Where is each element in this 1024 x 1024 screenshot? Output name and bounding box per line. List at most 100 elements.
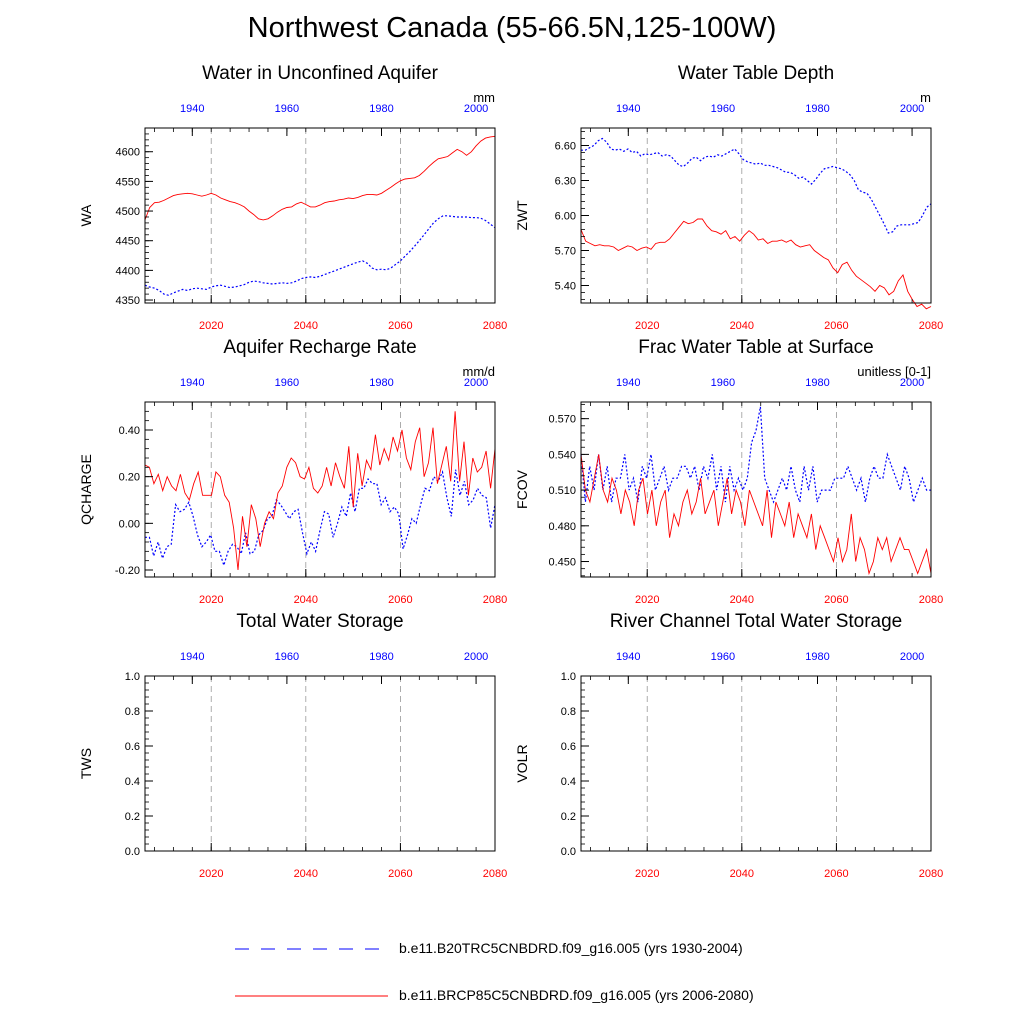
- x-tick-label-bottom: 2080: [483, 868, 507, 880]
- y-tick-label: 0.8: [561, 706, 576, 718]
- chart-panel-qcharge: Aquifer Recharge Rate -0.20 0.00 0.20 0.40 20…: [78, 337, 507, 606]
- y-tick-label: 0.0: [125, 846, 140, 858]
- y-tick-label: 5.70: [555, 246, 576, 258]
- y-tick-label: 1.0: [125, 671, 140, 683]
- y-tick-label: 0.2: [125, 811, 140, 823]
- x-tick-label-bottom: 2020: [635, 320, 659, 332]
- y-tick-label: 0.540: [548, 449, 576, 461]
- x-tick-label-bottom: 2040: [294, 868, 318, 880]
- x-tick-label-top: 2000: [464, 103, 488, 115]
- x-tick-label-bottom: 2060: [388, 594, 412, 606]
- x-tick-label-top: 2000: [900, 377, 924, 389]
- chart-panel-tws: Total Water Storage 0.0 0.2 0.4 0.6 0.8 1.0 202…: [78, 611, 507, 880]
- panel-title: Frac Water Table at Surface: [638, 337, 874, 358]
- series-line-historical: [581, 137, 932, 234]
- y-tick-label: 0.2: [561, 811, 576, 823]
- x-tick-label-bottom: 2080: [919, 320, 943, 332]
- units-label: unitless [0-1]: [857, 364, 931, 379]
- y-axis-label: TWS: [78, 748, 94, 779]
- units-label: mm: [473, 90, 495, 105]
- plot-frame: [580, 127, 932, 304]
- y-tick-label: 0.4: [125, 776, 140, 788]
- x-tick-label-top: 1960: [275, 377, 299, 389]
- x-tick-label-bottom: 2040: [294, 320, 318, 332]
- series-line-future: [144, 411, 496, 571]
- x-tick-label-top: 1980: [805, 103, 829, 115]
- x-tick-label-bottom: 2040: [730, 320, 754, 332]
- y-tick-label: 0.6: [125, 741, 140, 753]
- x-tick-label-top: 1980: [369, 103, 393, 115]
- x-tick-label-bottom: 2020: [199, 320, 223, 332]
- x-tick-label-top: 1980: [805, 377, 829, 389]
- x-tick-label-bottom: 2060: [388, 868, 412, 880]
- chart-panel-volr: River Channel Total Water Storage 0.0 0.2 0…: [514, 611, 943, 880]
- units-label: m: [920, 90, 931, 105]
- y-axis-label: ZWT: [514, 200, 530, 231]
- x-tick-label-bottom: 2060: [824, 868, 848, 880]
- series-line-future: [580, 454, 932, 576]
- plot-frame: [580, 675, 932, 852]
- y-tick-label: 0.450: [548, 557, 576, 569]
- series-line-historical: [145, 469, 496, 568]
- series-line-historical: [580, 406, 931, 505]
- x-tick-label-bottom: 2040: [294, 594, 318, 606]
- series-line-future: [580, 218, 932, 310]
- x-tick-label-bottom: 2020: [199, 868, 223, 880]
- y-tick-label: 5.40: [555, 281, 576, 293]
- x-tick-label-top: 1940: [616, 103, 640, 115]
- y-tick-label: 0.4: [561, 776, 576, 788]
- panel-title: Aquifer Recharge Rate: [223, 337, 416, 358]
- plot-frame: [144, 675, 496, 852]
- x-tick-label-top: 2000: [900, 103, 924, 115]
- y-tick-label: 6.60: [555, 141, 576, 153]
- y-tick-label: 6.30: [555, 176, 576, 188]
- y-tick-label: 0.40: [119, 425, 140, 437]
- x-tick-label-bottom: 2020: [635, 868, 659, 880]
- y-axis-label: QCHARGE: [78, 454, 94, 525]
- x-tick-label-bottom: 2040: [730, 868, 754, 880]
- x-tick-label-top: 1980: [805, 651, 829, 663]
- plot-frame: [144, 127, 496, 304]
- x-tick-label-bottom: 2060: [388, 320, 412, 332]
- x-tick-label-top: 1960: [275, 103, 299, 115]
- y-axis-label: FCOV: [514, 469, 530, 509]
- x-tick-label-top: 1940: [180, 377, 204, 389]
- y-tick-label: 0.510: [548, 485, 576, 497]
- x-tick-label-bottom: 2060: [824, 594, 848, 606]
- x-tick-label-bottom: 2080: [483, 594, 507, 606]
- panel-title: River Channel Total Water Storage: [610, 611, 903, 632]
- units-label: mm/d: [463, 364, 496, 379]
- x-tick-label-top: 1960: [711, 651, 735, 663]
- panel-title: Water Table Depth: [678, 63, 834, 84]
- x-tick-label-top: 2000: [464, 651, 488, 663]
- y-tick-label: 4500: [116, 206, 140, 218]
- y-tick-label: 4550: [116, 176, 140, 188]
- x-tick-label-top: 1940: [616, 651, 640, 663]
- y-tick-label: 4450: [116, 236, 140, 248]
- y-tick-label: 0.00: [119, 518, 140, 530]
- y-axis-label: VOLR: [514, 744, 530, 782]
- x-tick-label-bottom: 2060: [824, 320, 848, 332]
- x-tick-label-top: 2000: [464, 377, 488, 389]
- x-tick-label-bottom: 2080: [483, 320, 507, 332]
- chart-panel-fcov: Frac Water Table at Surface 0.450 0.480 0.5…: [514, 337, 943, 606]
- y-tick-label: 0.6: [561, 741, 576, 753]
- y-tick-label: 0.20: [119, 472, 140, 484]
- x-tick-label-bottom: 2040: [730, 594, 754, 606]
- x-tick-label-bottom: 2080: [919, 594, 943, 606]
- y-tick-label: 6.00: [555, 211, 576, 223]
- panel-title: Water in Unconfined Aquifer: [202, 63, 439, 84]
- y-tick-label: 0.8: [125, 706, 140, 718]
- y-tick-label: 0.480: [548, 521, 576, 533]
- chart-panel-zwt: Water Table Depth 5.40 5.70 6.00 6.30 6.60 202…: [514, 63, 943, 332]
- x-tick-label-bottom: 2020: [635, 594, 659, 606]
- x-tick-label-top: 1960: [711, 103, 735, 115]
- y-tick-label: -0.20: [115, 565, 140, 577]
- page-title: Northwest Canada (55-66.5N,125-100W): [247, 12, 777, 44]
- y-axis-label: WA: [78, 204, 94, 227]
- x-tick-label-top: 1940: [180, 103, 204, 115]
- x-tick-label-top: 2000: [900, 651, 924, 663]
- x-tick-label-bottom: 2020: [199, 594, 223, 606]
- x-tick-label-top: 1960: [711, 377, 735, 389]
